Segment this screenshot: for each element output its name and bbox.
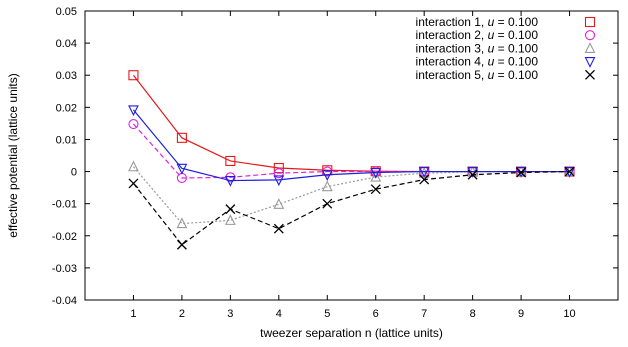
series-5-point [322,198,333,209]
x-tick-label: 2 [179,308,185,320]
series-4-point [418,167,430,178]
series-4-point [273,175,285,187]
series-1-point [225,155,236,167]
y-tick-label: -0.02 [52,231,77,243]
y-tick-label: 0.04 [56,38,77,50]
series-1-point [128,70,139,81]
series-5-point [516,167,527,178]
marker-stroke [419,174,430,185]
marker-stroke [370,184,381,195]
series-1 [128,70,575,177]
legend-label: interaction 1, u = 0.100 [416,15,539,29]
y-tick-label: 0.03 [56,70,77,82]
legend-marker [584,57,596,68]
series-5-point [176,239,187,250]
marker-stroke [225,204,236,215]
series-1-point [176,132,187,143]
x-tick-label: 8 [470,308,476,320]
series-5-point [467,169,478,180]
series-5-point [370,184,381,195]
series-5-point [225,204,236,215]
series-3-point [176,217,188,229]
x-tick-label: 10 [563,308,575,320]
marker-stroke [585,69,595,80]
y-tick-label: -0.04 [52,295,77,307]
series-4-point [370,167,382,179]
series-3-point [128,160,139,172]
marker-stroke [564,166,575,177]
x-tick-label: 7 [421,308,427,320]
series-2-point [370,166,381,177]
y-tick-label: -0.01 [52,199,77,211]
series-3-point [321,180,333,192]
legend-label: interaction 3, u = 0.100 [416,41,539,55]
series-5 [128,166,575,250]
series-5-point [273,223,284,234]
y-tick-label: 0.01 [56,134,77,146]
y-tick-label: 0.05 [56,6,77,18]
series-3-point [224,214,236,225]
series-3-point [273,198,285,209]
y-tick-label: -0.03 [52,263,77,275]
y-tick-label: 0 [71,167,77,179]
x-tick-label: 4 [276,308,282,320]
legend-label: interaction 2, u = 0.100 [416,28,539,42]
marker-stroke [128,178,139,189]
series-3-point [370,170,382,182]
series-4-point [321,170,333,181]
y-tick-label: 0.02 [56,102,77,114]
x-axis-title: tweezer separation n (lattice units) [260,326,443,340]
x-tick-label: 9 [518,308,524,320]
series-5-point [419,174,430,185]
series-1-point [273,162,284,174]
legend-marker [584,42,596,53]
series-5-line [132,170,570,246]
series-2-point [273,168,284,179]
plot-frame [84,10,619,301]
series-3-line [132,166,570,225]
series-4-point [176,163,188,175]
series-1-line [132,74,570,173]
legend-marker [584,16,596,28]
marker-stroke [273,223,284,234]
legend-marker [584,30,596,41]
marker-stroke [176,239,187,250]
marker-stroke [467,169,478,180]
x-tick-label: 5 [324,308,330,320]
legend-label: interaction 5, u = 0.100 [416,68,539,82]
series-4-point [128,105,139,117]
x-tick-label: 1 [130,308,136,320]
series-layer [128,70,575,250]
marker-stroke [322,198,333,209]
legend-marker [585,69,595,80]
legend-label: interaction 4, u = 0.100 [416,55,539,69]
series-5-point [128,178,139,189]
x-tick-label: 6 [373,308,379,320]
series-2-point [128,118,139,130]
series-4-point [224,175,236,187]
axis-ticks: -0.04 -0.03 -0.02 -0.01 0 0.01 0.02 0.03 0.04 0.0… [52,6,618,320]
series-4-line [132,109,570,182]
x-tick-label: 3 [227,308,233,320]
series-2-line [133,123,570,179]
marker-stroke [516,167,527,178]
series-5-point [564,166,575,177]
y-axis-title: effective potential (lattice units) [6,73,20,238]
